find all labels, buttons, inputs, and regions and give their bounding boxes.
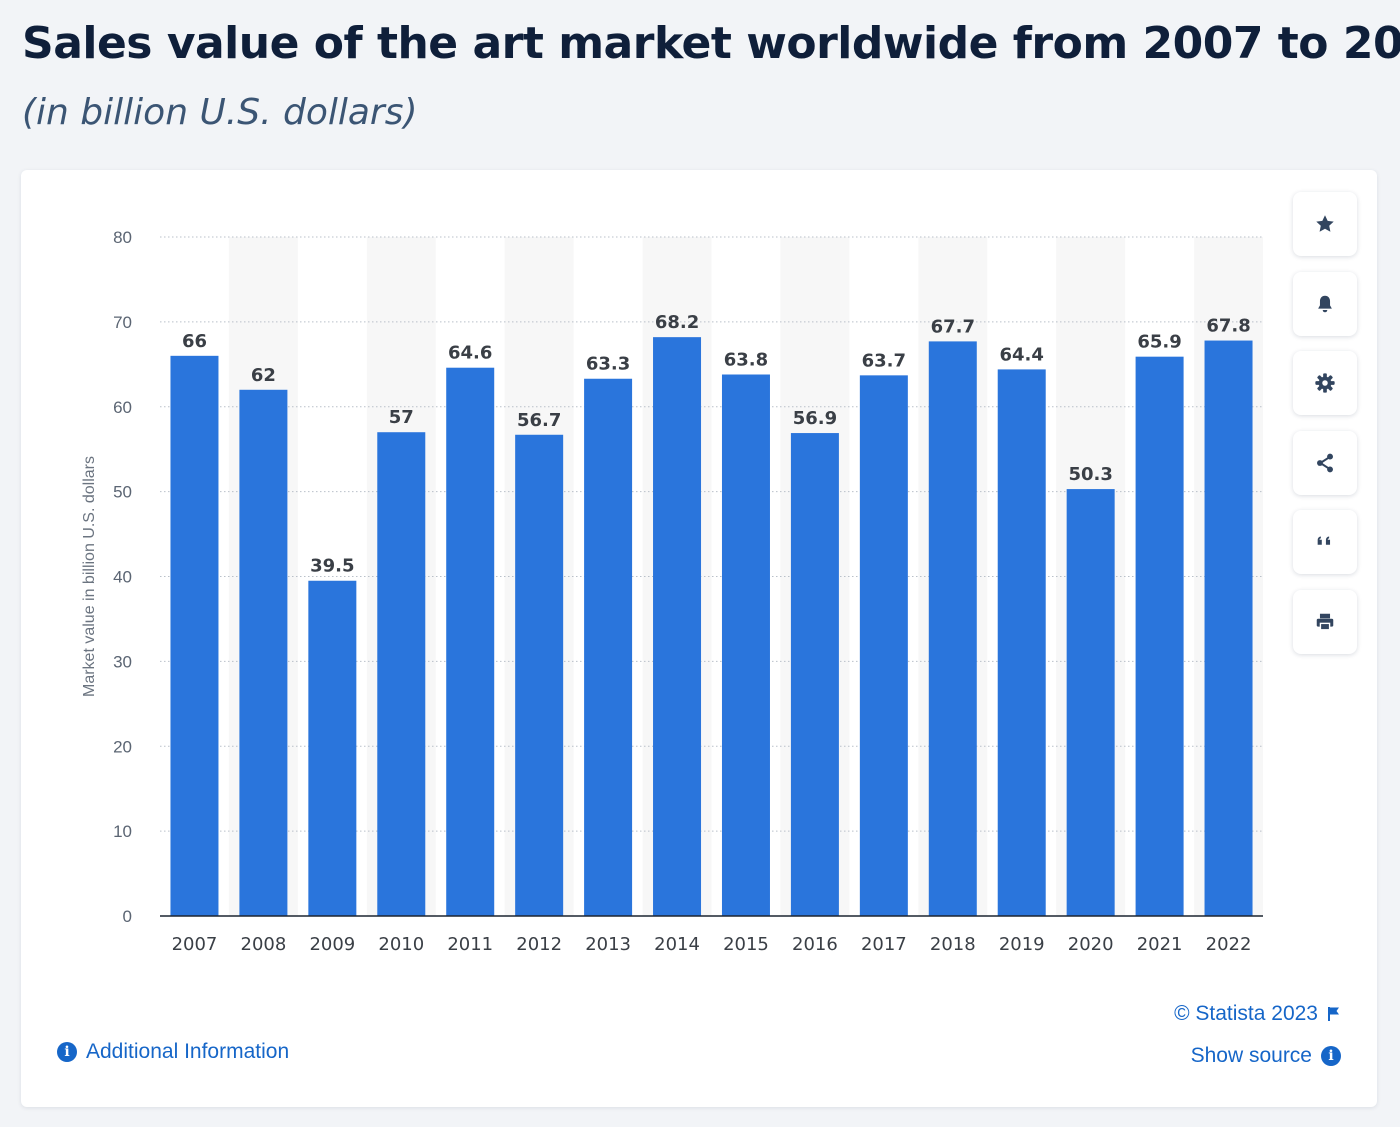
additional-information-label: Additional Information xyxy=(86,1040,290,1063)
bar xyxy=(859,375,908,916)
bar xyxy=(446,367,495,916)
bar-value-label: 65.9 xyxy=(1137,332,1181,353)
bar-value-label: 66 xyxy=(182,331,207,352)
bar-value-label: 64.4 xyxy=(1000,344,1044,365)
x-tick-label: 2007 xyxy=(172,934,218,955)
x-tick-label: 2014 xyxy=(654,934,700,955)
bar xyxy=(653,337,702,917)
star-icon xyxy=(1316,215,1334,232)
additional-information-link[interactable]: i Additional Information xyxy=(57,1040,289,1064)
x-tick-label: 2011 xyxy=(447,934,493,955)
y-tick-label: 30 xyxy=(113,652,132,671)
x-tick-label: 2009 xyxy=(309,934,355,955)
x-tick-label: 2018 xyxy=(930,934,976,955)
bar xyxy=(721,374,770,916)
bar-value-label: 63.8 xyxy=(724,349,768,370)
bar xyxy=(584,378,633,916)
share-button[interactable] xyxy=(1293,430,1357,495)
page-subtitle: (in billion U.S. dollars) xyxy=(22,92,418,133)
chart-toolbar xyxy=(1293,192,1357,669)
bar-value-label: 57 xyxy=(389,407,414,428)
y-tick-label: 80 xyxy=(113,228,132,247)
x-tick-label: 2012 xyxy=(516,934,562,955)
x-tick-label: 2019 xyxy=(999,934,1045,955)
y-tick-label: 70 xyxy=(113,313,132,332)
bar xyxy=(377,432,426,916)
flag-icon xyxy=(1328,1007,1339,1021)
bar-chart: 0 10 20 30 40 50 60 70 80 Market value in billion… xyxy=(81,228,1263,955)
info-icon: i xyxy=(57,1042,77,1062)
y-tick-label: 20 xyxy=(113,737,132,756)
settings-button[interactable] xyxy=(1293,351,1357,415)
notification-button[interactable] xyxy=(1293,271,1357,336)
bar-value-label: 62 xyxy=(251,365,276,386)
bar xyxy=(170,355,219,916)
print-button[interactable] xyxy=(1293,589,1357,654)
bar xyxy=(997,369,1046,916)
y-tick-label: 10 xyxy=(113,822,132,841)
statista-copyright-link[interactable]: © Statista 2023 xyxy=(1174,1002,1341,1026)
quote-icon xyxy=(1317,536,1331,545)
bar-value-label: 67.8 xyxy=(1206,316,1250,337)
x-tick-label: 2020 xyxy=(1068,934,1114,955)
bar-value-label: 67.7 xyxy=(931,316,975,337)
x-tick-label: 2022 xyxy=(1206,934,1252,955)
bar-value-label: 64.6 xyxy=(448,343,492,364)
x-tick-label: 2013 xyxy=(585,934,631,955)
gear-icon xyxy=(1315,373,1335,393)
bar-value-label: 63.7 xyxy=(862,350,906,371)
info-icon: i xyxy=(1321,1046,1341,1066)
show-source-label: Show source xyxy=(1190,1044,1312,1067)
print-icon xyxy=(1316,613,1334,630)
bar xyxy=(790,433,839,916)
bar-value-label: 56.7 xyxy=(517,410,561,431)
bar xyxy=(515,434,564,916)
cite-button[interactable] xyxy=(1293,510,1357,574)
y-tick-label: 50 xyxy=(113,483,132,502)
x-tick-label: 2015 xyxy=(723,934,769,955)
bar xyxy=(928,341,977,916)
x-tick-label: 2008 xyxy=(241,934,287,955)
bar xyxy=(1066,489,1115,916)
bar xyxy=(308,580,357,916)
y-axis-title: Market value in billion U.S. dollars xyxy=(81,456,98,697)
x-tick-label: 2021 xyxy=(1137,934,1183,955)
chart-card: 0 10 20 30 40 50 60 70 80 Market value in billion… xyxy=(21,170,1377,1107)
x-tick-label: 2016 xyxy=(792,934,838,955)
page-title: Sales value of the art market worldwide … xyxy=(22,18,1400,69)
bar-value-label: 56.9 xyxy=(793,408,837,429)
y-tick-label: 40 xyxy=(113,568,132,587)
bar-value-label: 39.5 xyxy=(310,556,354,577)
bell-icon xyxy=(1318,295,1332,312)
y-tick-label: 0 xyxy=(123,907,132,926)
bar-value-label: 63.3 xyxy=(586,354,630,375)
bar xyxy=(1135,356,1184,916)
x-tick-label: 2017 xyxy=(861,934,907,955)
bar xyxy=(1204,340,1253,916)
bar-value-label: 68.2 xyxy=(655,312,699,333)
y-tick-label: 60 xyxy=(113,398,132,417)
share-icon xyxy=(1317,453,1333,472)
bar-value-label: 50.3 xyxy=(1068,464,1112,485)
show-source-link[interactable]: Show source i xyxy=(1191,1044,1341,1068)
bar xyxy=(239,389,288,916)
x-tick-label: 2010 xyxy=(378,934,424,955)
favorite-button[interactable] xyxy=(1293,192,1357,256)
copyright-label: © Statista 2023 xyxy=(1174,1002,1318,1025)
